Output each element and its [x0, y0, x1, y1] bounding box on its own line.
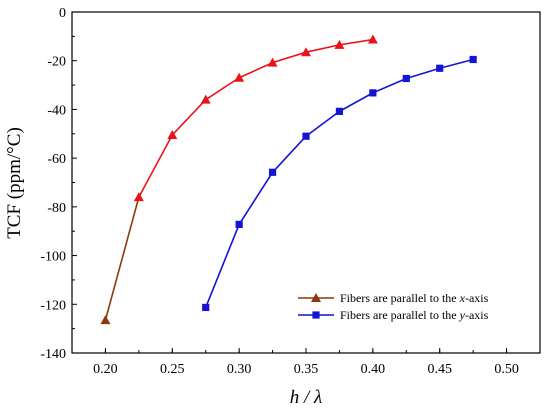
series-line-segment	[305, 110, 340, 137]
data-point	[202, 303, 210, 312]
data-point	[200, 94, 211, 104]
data-point	[335, 107, 344, 115]
axis-ticks: 0.20 0.25 0.30 0.35 0.40 0.45 0.50 0 -20 -40 -60 -8…	[40, 6, 541, 377]
data-point	[469, 55, 477, 64]
data-point	[367, 34, 378, 44]
y-tick-label: 0	[59, 6, 66, 21]
series-line-segment	[238, 171, 274, 225]
data-point	[133, 192, 144, 202]
data-point	[167, 130, 178, 140]
series-line-segment	[439, 58, 474, 70]
data-point	[267, 57, 278, 67]
y-tick-label: -140	[40, 347, 66, 362]
data-point	[301, 47, 311, 57]
data-point	[369, 89, 377, 97]
y-tick-label: -100	[40, 250, 66, 265]
data-point	[235, 220, 243, 228]
x-tick-label: 0.45	[427, 362, 452, 377]
series-line-segment	[305, 44, 340, 53]
data-point	[100, 315, 111, 325]
legend: Fibers are parallel to the x-axis Fibers …	[298, 291, 489, 322]
y-axis-title: TCF (ppm/°C)	[4, 127, 25, 239]
series-line-segment	[339, 38, 373, 46]
x-tick-label: 0.50	[494, 362, 519, 377]
series-2	[202, 55, 477, 312]
series-line-segment	[271, 135, 307, 173]
x-tick-label: 0.20	[93, 362, 118, 377]
x-tick-label: 0.40	[361, 362, 386, 377]
series-1	[100, 34, 378, 325]
data-point	[268, 168, 277, 176]
series-line-segment	[272, 51, 307, 64]
x-tick-label: 0.35	[294, 362, 319, 377]
x-tick-label: 0.25	[160, 362, 185, 377]
data-point	[302, 132, 310, 140]
legend-entry: Fibers are parallel to the y-axis	[340, 308, 489, 322]
y-tick-label: -80	[47, 201, 66, 216]
series-line-segment	[104, 196, 140, 321]
series-line-segment	[205, 77, 240, 101]
data-point	[402, 74, 410, 83]
series-layer	[100, 34, 477, 325]
series-line-segment	[238, 61, 273, 79]
series-line-segment	[138, 134, 173, 198]
series-line-segment	[171, 99, 207, 136]
series-line-segment	[339, 92, 374, 113]
y-tick-label: -40	[47, 103, 66, 118]
legend-entry: Fibers are parallel to the x-axis	[340, 291, 489, 305]
data-point	[436, 64, 444, 72]
y-tick-label: -20	[47, 55, 66, 70]
series-line-segment	[204, 224, 240, 308]
x-axis-title: h / λ	[290, 387, 323, 408]
data-point	[234, 72, 245, 82]
legend-marker	[312, 311, 320, 319]
series-line-segment	[406, 67, 440, 80]
y-tick-label: -60	[47, 152, 66, 167]
legend-marker	[311, 293, 321, 302]
y-tick-label: -120	[40, 298, 66, 313]
data-point	[334, 39, 345, 49]
series-line-segment	[372, 77, 407, 94]
x-tick-label: 0.30	[227, 362, 252, 377]
